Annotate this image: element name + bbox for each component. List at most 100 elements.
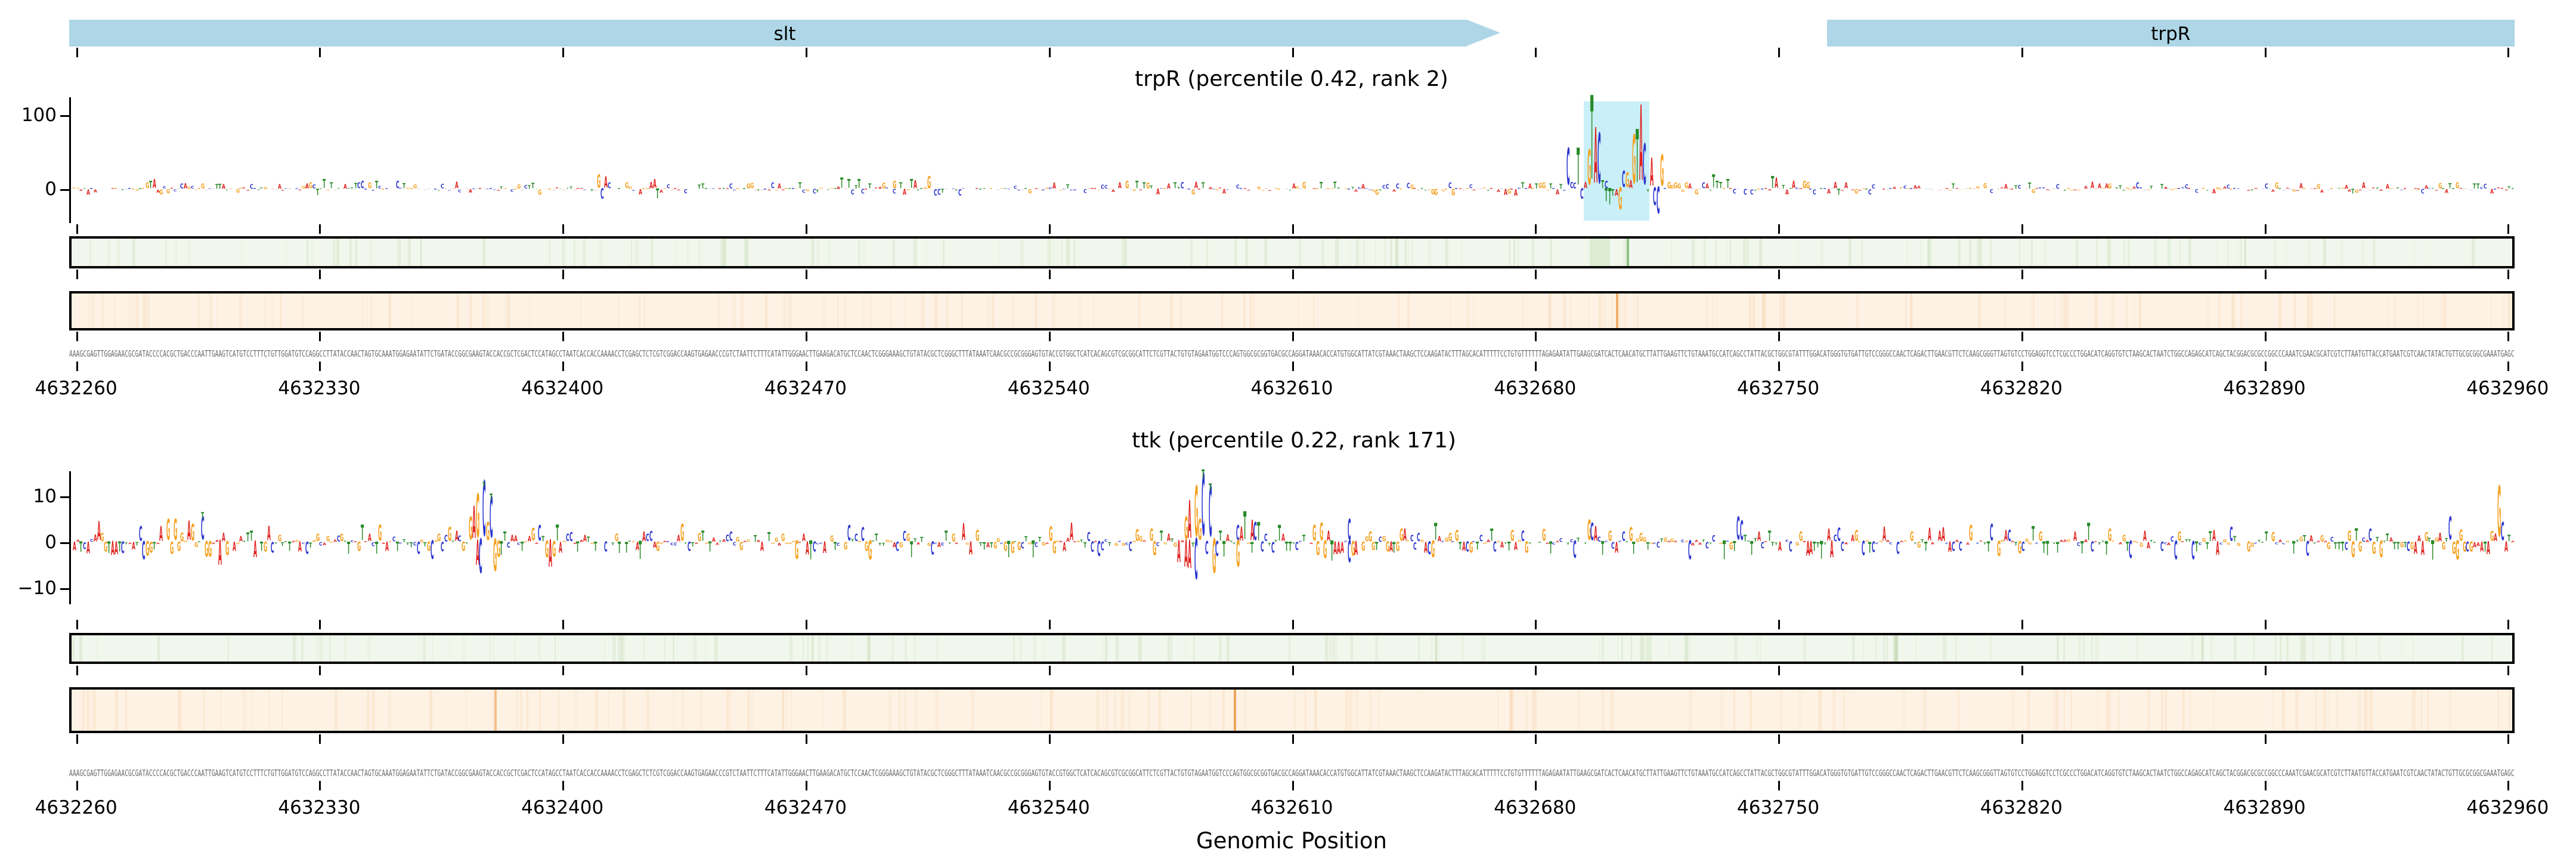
trpR-logo-dash <box>2230 188 2233 190</box>
trpR-logo-letter-G: G <box>1545 189 1550 191</box>
trpR-green-strip-band <box>2179 239 2181 266</box>
ttk-green-strip-band <box>462 635 465 662</box>
ttk-logo-letter-G: G <box>976 527 980 545</box>
ttk-orange-strip-band <box>1524 690 1527 731</box>
trpR-logo-dash <box>642 188 645 190</box>
trpR-logo-letter-G: G <box>628 186 633 190</box>
ttk-orange-strip-band <box>751 690 754 731</box>
ttk-logo-letter-G: G <box>888 540 893 543</box>
ttk-logo-letter-T: T <box>1392 538 1396 557</box>
trpR-logo-letter-T: T <box>1559 183 1563 190</box>
ttk-logo-letter-G: G <box>1212 529 1216 585</box>
trpR-green-strip <box>69 236 2515 268</box>
trpR-logo-letter-G: G <box>159 187 163 196</box>
trpR-logo-letter-T: T <box>225 189 229 191</box>
trpR-logo-dash <box>1889 188 1892 190</box>
ttk-logo-letter-T: T <box>1701 539 1705 543</box>
trpR-logo-letter-A: A <box>1767 189 1772 191</box>
ttk-logo-letter-G: G <box>2299 536 2303 543</box>
ttk-logo-letter-C: C <box>1657 540 1660 550</box>
upper-axis-label-7: 4632750 <box>1737 378 1820 399</box>
trpR-green-strip-band <box>744 239 747 266</box>
trpR-logo-letter-A: A <box>1649 150 1654 195</box>
ttk-logo-dash <box>1472 541 1475 543</box>
ttk-logo-letter-G: G <box>552 536 556 562</box>
trpR-logo-axis-tick-2 <box>562 224 565 234</box>
ttk-logo-letter-T: T <box>1191 541 1194 548</box>
trpR-logo-dash <box>513 188 516 190</box>
ttk-logo-letter-C: C <box>319 541 323 547</box>
ttk-green-strip-band <box>1374 635 1379 662</box>
trpR-orange-strip-band <box>2507 293 2511 328</box>
ttk-logo-letter-T: T <box>1920 537 1924 543</box>
ttk-logo-letter-G: G <box>2351 536 2355 563</box>
ttk-green-strip-band <box>789 635 792 662</box>
ttk-logo-letter-T: T <box>767 530 771 544</box>
ttk-logo-letter-A: A <box>1462 539 1466 554</box>
trpR-logo-letter-G: G <box>736 187 740 190</box>
ttk-logo-axis-tick-10 <box>2507 620 2510 629</box>
ttk-green-strip-band <box>2401 635 2402 662</box>
ttk-logo-letter-T: T <box>719 540 722 543</box>
trpR-green-strip-band <box>1066 239 1070 266</box>
trpR-logo-letter-G: G <box>1027 188 1032 195</box>
ttk-logo-letter-T: T <box>1267 542 1271 546</box>
trpR-green-strip-band <box>915 239 918 266</box>
trpR-orange-strip-band <box>2333 293 2336 328</box>
ttk-orange-strip-band <box>843 690 847 731</box>
ttk-green-strip-band <box>422 635 423 662</box>
trpR-green-strip-band <box>863 239 865 266</box>
trpR-logo-letter-G: G <box>1261 189 1265 191</box>
ttk-green-strip-axis-tick-0 <box>76 666 78 675</box>
trpR-logo-letter-A: A <box>246 189 250 191</box>
ttk-logo-letter-T: T <box>1038 536 1042 543</box>
ttk-green-strip-band <box>1185 635 1187 662</box>
trpR-logo-letter-T: T <box>857 177 861 191</box>
ttk-logo-letter-T: T <box>1743 533 1747 544</box>
trpR-logo-letter-G: G <box>1538 181 1543 190</box>
ttk-logo-letter-C: C <box>1128 539 1132 554</box>
trpR-logo-dash <box>1865 188 1868 190</box>
trpR-logo-letter-A: A <box>1955 187 1959 190</box>
ttk-logo-letter-C: C <box>2077 541 2080 548</box>
ttk-logo-letter-A: A <box>1757 529 1761 545</box>
ttk-logo-letter-T: T <box>1816 540 1820 549</box>
trpR-logo-letter-G: G <box>927 172 931 192</box>
ttk-logo-letter-C: C <box>1347 534 1351 570</box>
trpR-logo-letter-T: T <box>402 182 406 190</box>
ttk-logo-letter-G: G <box>145 537 150 561</box>
trpR-logo-letter-T: T <box>2351 188 2355 195</box>
ttk-logo-letter-T: T <box>1813 539 1816 554</box>
ttk-logo-letter-A: A <box>291 540 295 543</box>
ttk-logo-letter-G: G <box>2490 529 2494 545</box>
trpR-logo-letter-T: T <box>569 186 573 190</box>
ttk-orange-strip-band <box>1497 690 1498 731</box>
ttk-logo-letter-T: T <box>2045 537 2049 561</box>
ttk-green-strip-band <box>891 635 894 662</box>
ttk-logo-letter-C: C <box>1604 540 1608 543</box>
trpR-seq-axis-tick-1 <box>319 361 321 371</box>
trpR-orange-strip-band <box>783 293 787 328</box>
ttk-logo-letter-C: C <box>1000 542 1004 545</box>
trpR-logo-letter-G: G <box>1045 187 1049 190</box>
trpR-logo-letter-T: T <box>566 188 569 190</box>
ttk-logo-dash <box>1726 540 1729 542</box>
ttk-logo-letter-C: C <box>444 533 448 544</box>
trpR-logo-letter-T: T <box>1754 189 1757 191</box>
ttk-logo-letter-G: G <box>656 539 660 554</box>
ttk-logo-letter-C: C <box>2174 535 2178 566</box>
ttk-orange-strip-band <box>2117 690 2120 731</box>
ttk-logo-letter-T: T <box>2052 542 2056 545</box>
ttk-orange-strip-band <box>2213 690 2215 731</box>
trpR-orange-strip-band <box>2423 293 2424 328</box>
trpR-orange-strip-band <box>618 293 620 328</box>
trpR-orange-strip-band <box>143 293 146 328</box>
trpR-logo-letter-G: G <box>1684 181 1689 191</box>
ttk-logo-letter-T: T <box>882 541 886 547</box>
trpR-orange-strip-band <box>2444 293 2447 328</box>
ttk-logo-letter-T: T <box>1202 467 1205 483</box>
ttk-logo-letter-T: T <box>249 528 253 545</box>
trpR-green-strip-band <box>1206 239 1209 266</box>
trpR-logo-letter-G: G <box>1667 180 1671 191</box>
